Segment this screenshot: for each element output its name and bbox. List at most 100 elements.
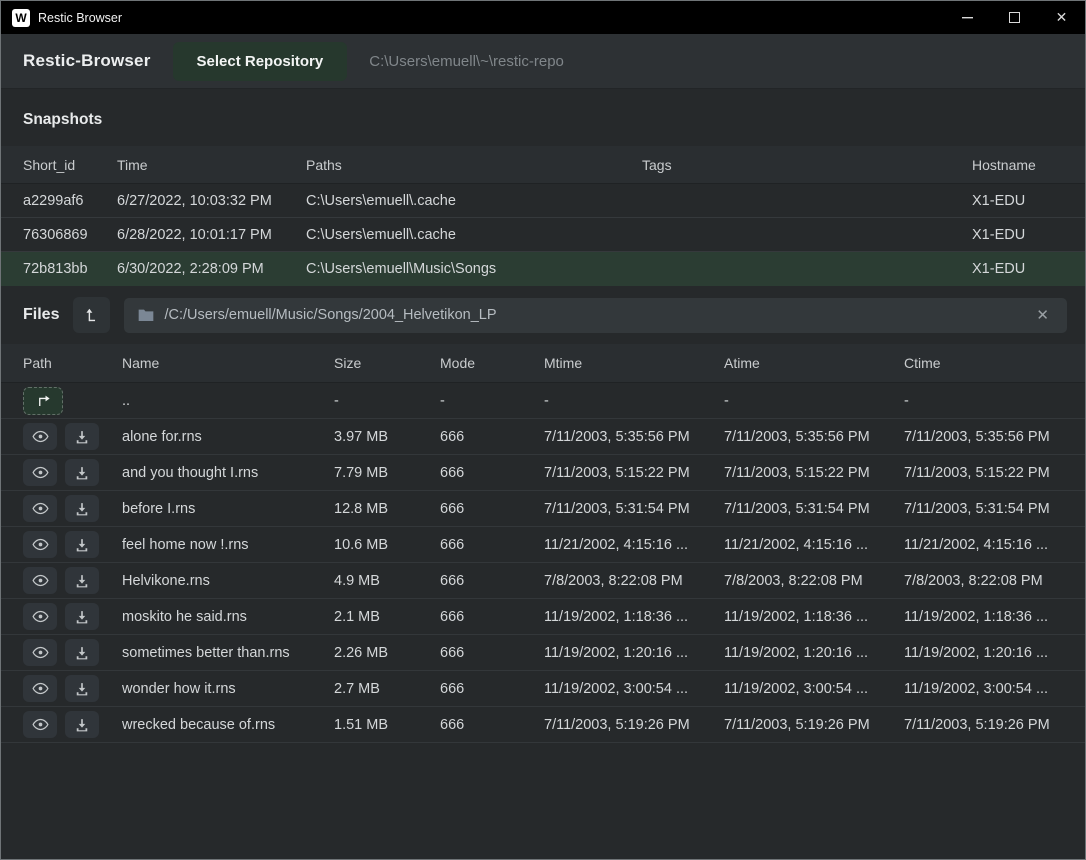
file-mode: 666 — [440, 644, 465, 661]
snapshot-short-id: a2299af6 — [23, 192, 84, 209]
snapshot-hostname: X1-EDU — [972, 226, 1026, 243]
clear-path-button[interactable]: ✕ — [1032, 304, 1053, 326]
download-icon — [76, 646, 88, 659]
close-button[interactable]: ✕ — [1038, 1, 1085, 34]
file-mtime: 11/19/2002, 3:00:54 ... — [544, 680, 689, 697]
col-mtime: Mtime — [544, 355, 583, 371]
file-row[interactable]: wonder how it.rns 2.7 MB 666 11/19/2002,… — [1, 671, 1085, 707]
file-mode: 666 — [440, 680, 465, 697]
snapshot-row[interactable]: 76306869 6/28/2022, 10:01:17 PM C:\Users… — [1, 218, 1085, 252]
download-icon — [76, 574, 88, 587]
file-name: and you thought I.rns — [122, 464, 259, 481]
current-path-field[interactable]: /C:/Users/emuell/Music/Songs/2004_Helvet… — [124, 297, 1067, 333]
file-actions — [23, 386, 122, 415]
file-size: 1.51 MB — [334, 716, 388, 733]
file-ctime: 7/11/2003, 5:19:26 PM — [904, 716, 1050, 733]
preview-button[interactable] — [23, 495, 57, 522]
snapshot-time: 6/27/2022, 10:03:32 PM — [117, 192, 272, 209]
file-row[interactable]: feel home now !.rns 10.6 MB 666 11/21/20… — [1, 527, 1085, 563]
up-arrow-icon — [38, 395, 50, 406]
file-atime: 7/11/2003, 5:31:54 PM — [724, 500, 870, 517]
parent-directory-row[interactable]: .. - - - - - — [1, 383, 1085, 419]
file-actions — [23, 603, 122, 630]
download-button[interactable] — [65, 711, 99, 738]
file-name: wrecked because of.rns — [122, 716, 276, 733]
download-button[interactable] — [65, 567, 99, 594]
snapshot-row[interactable]: 72b813bb 6/30/2022, 2:28:09 PM C:\Users\… — [1, 252, 1085, 286]
file-row[interactable]: before I.rns 12.8 MB 666 7/11/2003, 5:31… — [1, 491, 1085, 527]
file-row[interactable]: and you thought I.rns 7.79 MB 666 7/11/2… — [1, 455, 1085, 491]
snapshot-row[interactable]: a2299af6 6/27/2022, 10:03:32 PM C:\Users… — [1, 184, 1085, 218]
file-atime: 11/19/2002, 1:20:16 ... — [724, 644, 869, 661]
file-atime: 7/11/2003, 5:15:22 PM — [724, 464, 870, 481]
file-ctime: 11/19/2002, 3:00:54 ... — [904, 680, 1049, 697]
file-mtime: 7/11/2003, 5:15:22 PM — [544, 464, 690, 481]
snapshot-short-id: 72b813bb — [23, 260, 88, 277]
root-arrow-icon — [86, 308, 96, 321]
titlebar: W Restic Browser ✕ — [1, 1, 1085, 34]
preview-button[interactable] — [23, 675, 57, 702]
window-title: Restic Browser — [38, 10, 123, 25]
file-actions — [23, 675, 122, 702]
file-size: 3.97 MB — [334, 428, 388, 445]
file-size: 7.79 MB — [334, 464, 388, 481]
files-heading: Files — [23, 306, 60, 323]
file-size: - — [334, 392, 339, 409]
download-button[interactable] — [65, 675, 99, 702]
file-mode: 666 — [440, 716, 465, 733]
file-atime: 7/11/2003, 5:19:26 PM — [724, 716, 870, 733]
download-button[interactable] — [65, 423, 99, 450]
col-hostname: Hostname — [972, 156, 1036, 173]
file-actions — [23, 495, 122, 522]
maximize-button[interactable] — [991, 1, 1038, 34]
preview-button[interactable] — [23, 567, 57, 594]
download-button[interactable] — [65, 459, 99, 486]
minimize-button[interactable] — [944, 1, 991, 34]
download-button[interactable] — [65, 639, 99, 666]
maximize-icon — [1009, 12, 1020, 23]
file-row[interactable]: alone for.rns 3.97 MB 666 7/11/2003, 5:3… — [1, 419, 1085, 455]
go-to-root-button[interactable] — [73, 297, 111, 333]
file-mode: - — [440, 392, 445, 409]
download-button[interactable] — [65, 531, 99, 558]
preview-button[interactable] — [23, 423, 57, 450]
preview-button[interactable] — [23, 639, 57, 666]
file-name: sometimes better than.rns — [122, 644, 290, 661]
file-mtime: 11/19/2002, 1:20:16 ... — [544, 644, 689, 661]
file-row[interactable]: Helvikone.rns 4.9 MB 666 7/8/2003, 8:22:… — [1, 563, 1085, 599]
file-row[interactable]: moskito he said.rns 2.1 MB 666 11/19/200… — [1, 599, 1085, 635]
file-row[interactable]: sometimes better than.rns 2.26 MB 666 11… — [1, 635, 1085, 671]
col-ctime: Ctime — [904, 355, 941, 371]
app-logo-icon: W — [12, 8, 30, 27]
download-button[interactable] — [65, 495, 99, 522]
preview-button[interactable] — [23, 711, 57, 738]
col-path: Path — [23, 355, 52, 371]
app-header: Restic-Browser Select Repository C:\User… — [1, 34, 1085, 89]
eye-icon — [31, 646, 49, 659]
files-table-header: Path Name Size Mode Mtime Atime Ctime — [1, 344, 1085, 383]
up-directory-button[interactable] — [23, 386, 63, 415]
file-atime: 11/19/2002, 3:00:54 ... — [724, 680, 869, 697]
file-actions — [23, 423, 122, 450]
download-icon — [76, 610, 88, 623]
file-size: 2.1 MB — [334, 608, 380, 625]
file-row[interactable]: wrecked because of.rns 1.51 MB 666 7/11/… — [1, 707, 1085, 743]
preview-button[interactable] — [23, 603, 57, 630]
window-controls: ✕ — [944, 1, 1085, 34]
eye-icon — [31, 430, 49, 443]
col-atime: Atime — [724, 355, 760, 371]
file-actions — [23, 639, 122, 666]
snapshot-time: 6/30/2022, 2:28:09 PM — [117, 260, 264, 277]
file-size: 10.6 MB — [334, 536, 388, 553]
preview-button[interactable] — [23, 459, 57, 486]
file-name: alone for.rns — [122, 428, 202, 445]
file-ctime: 11/19/2002, 1:18:36 ... — [904, 608, 1049, 625]
select-repository-button[interactable]: Select Repository — [172, 41, 348, 81]
file-size: 4.9 MB — [334, 572, 380, 589]
file-mtime: 7/8/2003, 8:22:08 PM — [544, 572, 683, 589]
download-button[interactable] — [65, 603, 99, 630]
files-table-body: .. - - - - - alone for.rns 3.97 MB 666 7… — [1, 383, 1085, 743]
eye-icon — [31, 574, 49, 587]
preview-button[interactable] — [23, 531, 57, 558]
col-name: Name — [122, 355, 160, 371]
